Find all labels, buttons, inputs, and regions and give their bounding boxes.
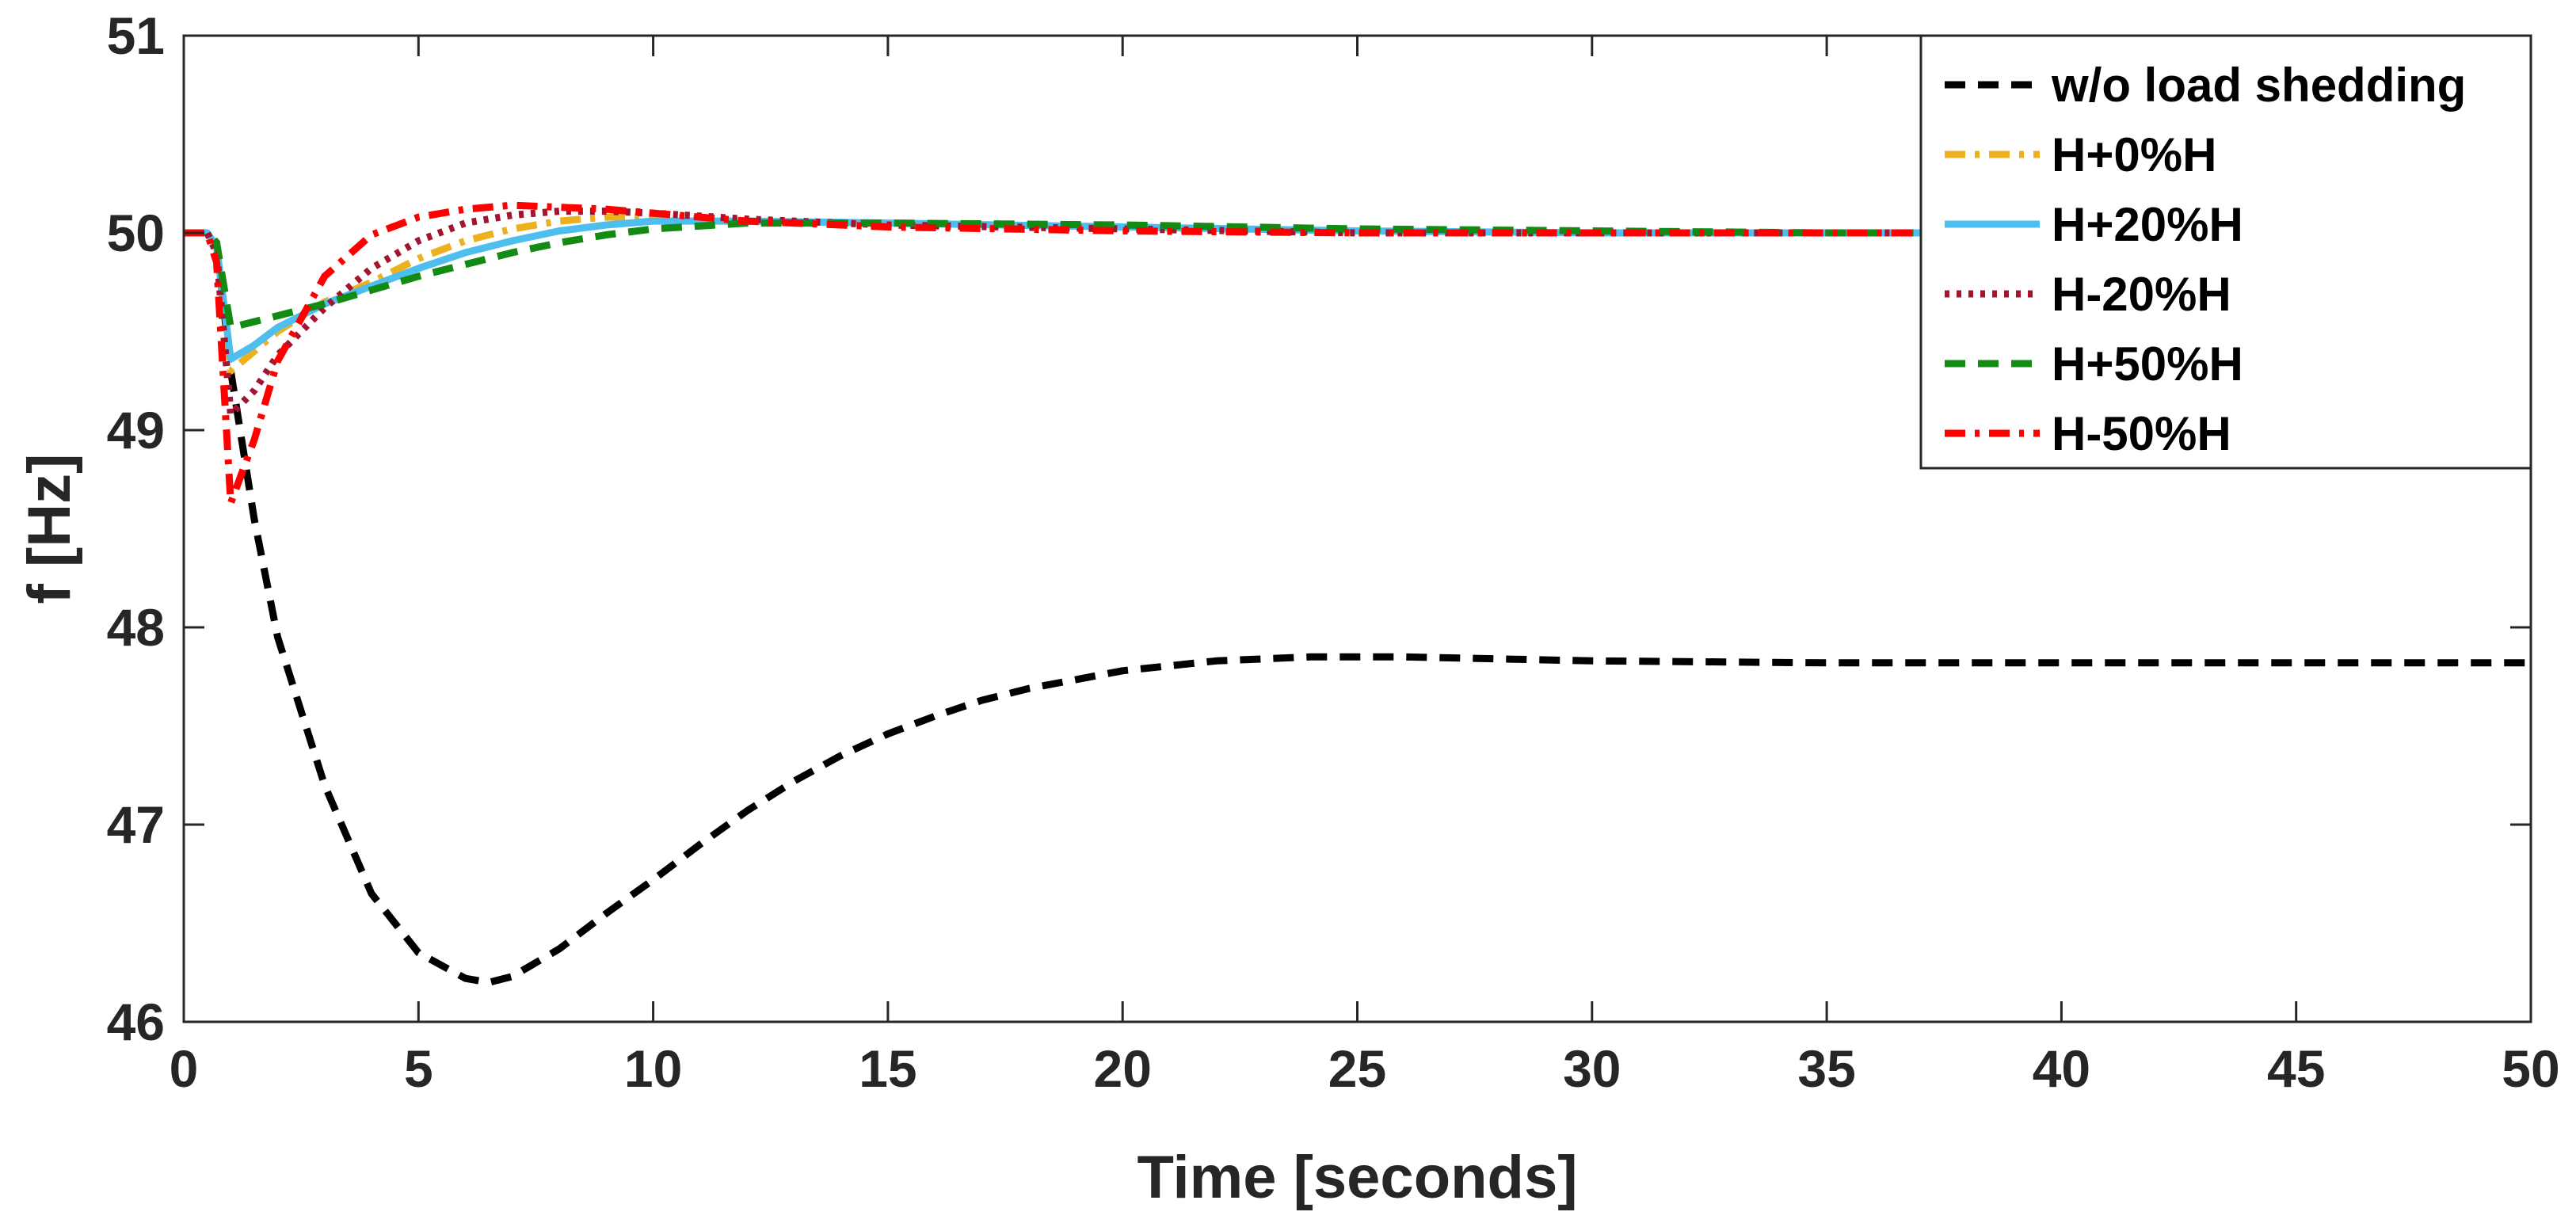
x-tick-label: 45: [2267, 1039, 2325, 1098]
y-tick-label: 50: [107, 204, 165, 262]
series-layer: [184, 201, 2531, 986]
legend-label: H+50%H: [2052, 337, 2243, 391]
series-line-1: [184, 213, 2531, 375]
series-line-5: [184, 201, 2531, 507]
legend-label: H-20%H: [2052, 268, 2231, 321]
x-axis: 0 5 10 15 20 25 30 35 40 45 50: [170, 36, 2560, 1098]
y-tick-label: 47: [107, 795, 165, 854]
legend-label: H+20%H: [2052, 198, 2243, 251]
legend-label: H-50%H: [2052, 407, 2231, 460]
legend-label: w/o load shedding: [2051, 59, 2466, 112]
x-tick-label: 35: [1797, 1039, 1855, 1098]
series-line-0: [184, 229, 2531, 986]
y-tick-label: 49: [107, 401, 165, 459]
x-tick-label: 40: [2033, 1039, 2090, 1098]
x-tick-label: 20: [1093, 1039, 1151, 1098]
legend-label: H+0%H: [2052, 128, 2216, 181]
x-tick-label: 30: [1563, 1039, 1621, 1098]
x-tick-label: 5: [404, 1039, 433, 1098]
y-axis: 46 47 48 49 50 51: [107, 6, 2531, 1051]
legend-box: [1919, 34, 2532, 470]
x-tick-label: 10: [624, 1039, 682, 1098]
series-line-4: [184, 219, 2531, 331]
y-tick-label: 51: [107, 6, 165, 65]
y-tick-label: 48: [107, 598, 165, 657]
x-axis-title: Time [seconds]: [1137, 1144, 1577, 1211]
x-tick-label: 50: [2502, 1039, 2559, 1098]
x-tick-label: 15: [859, 1039, 916, 1098]
y-axis-title: f [Hz]: [16, 454, 83, 604]
legend: w/o load shedding H+0%H H+20%H H-20%H H+50%H…: [1919, 34, 2532, 470]
x-tick-label: 0: [170, 1039, 199, 1098]
x-tick-label: 25: [1328, 1039, 1386, 1098]
series-line-2: [184, 217, 2531, 363]
y-tick-label: 46: [107, 993, 165, 1051]
